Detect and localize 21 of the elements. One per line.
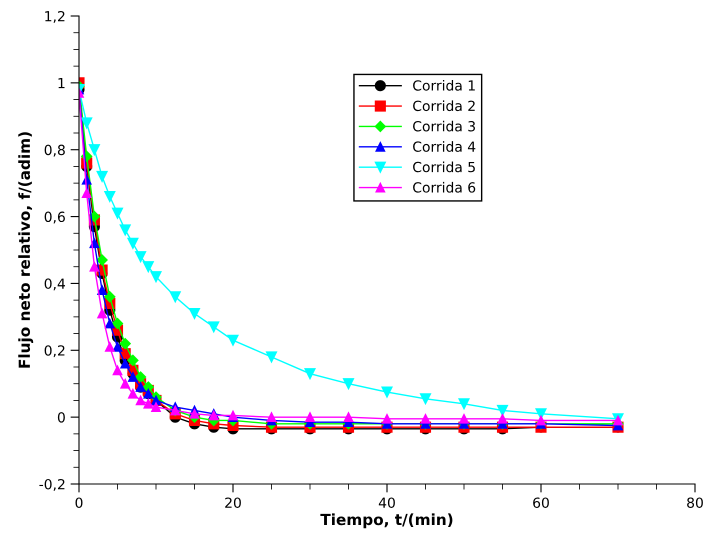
- legend-label: Corrida 4: [413, 141, 476, 152]
- y-tick-label: 1,2: [45, 10, 64, 23]
- legend-label: Corrida 6: [413, 182, 476, 193]
- x-tick-label: 80: [687, 497, 703, 508]
- legend-label: Corrida 2: [413, 100, 475, 112]
- y-tick-label: 0,8: [44, 144, 65, 157]
- x-tick-label: 20: [225, 497, 241, 508]
- y-tick-label: 0,4: [44, 278, 66, 290]
- y-axis-title: Flujo neto relativo, f/(adim): [18, 132, 34, 368]
- x-tick-label: 60: [533, 497, 549, 508]
- y-tick-label: -0,2: [39, 478, 64, 491]
- y-tick-label: 1: [58, 78, 65, 88]
- y-tick-label: 0: [58, 412, 65, 423]
- x-tick-label: 0: [75, 497, 82, 508]
- y-tick-label: 0,6: [44, 212, 65, 224]
- y-tick-label: 0,2: [44, 345, 64, 358]
- x-tick-label: 40: [378, 497, 395, 508]
- legend-label: Corrida 1: [413, 80, 475, 91]
- legend-label: Corrida 5: [413, 162, 475, 172]
- legend-label: Corrida 3: [413, 120, 475, 132]
- x-axis-title: Tiempo, t/(min): [320, 513, 452, 528]
